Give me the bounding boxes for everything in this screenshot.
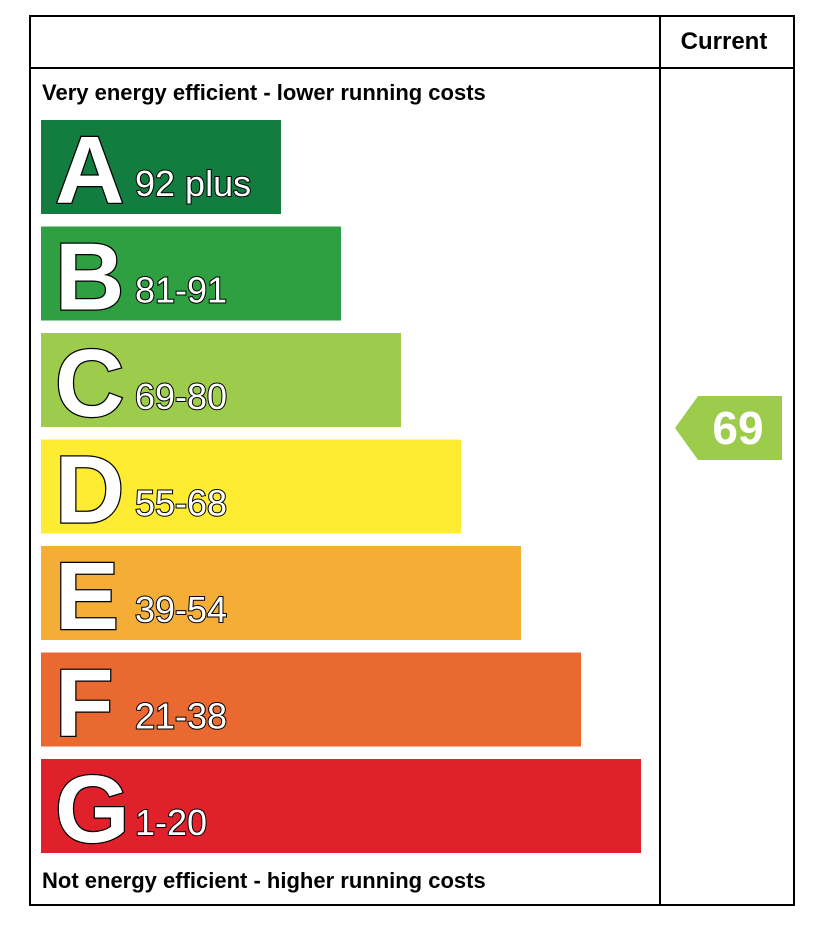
band-letter: G bbox=[55, 756, 130, 863]
band-bar bbox=[41, 120, 281, 214]
current-arrow bbox=[675, 396, 782, 460]
band-letter: A bbox=[55, 117, 124, 224]
band-letter: C bbox=[55, 330, 124, 437]
band-range: 81-91 bbox=[135, 270, 227, 311]
band-range: 92 plus bbox=[135, 163, 251, 204]
frame bbox=[29, 15, 795, 906]
band-bar bbox=[41, 652, 581, 747]
band-bar bbox=[41, 333, 401, 427]
bottom-note: Not energy efficient - higher running co… bbox=[42, 868, 486, 893]
band-letter: E bbox=[55, 543, 119, 650]
current-value: 69 bbox=[712, 402, 763, 454]
band-bar bbox=[41, 439, 461, 534]
band-range: 39-54 bbox=[135, 589, 227, 630]
band-range: 69-80 bbox=[135, 376, 227, 417]
band-bar bbox=[41, 759, 641, 853]
band-range: 55-68 bbox=[135, 483, 227, 524]
band-bar bbox=[41, 546, 521, 640]
band-range: 21-38 bbox=[135, 696, 227, 737]
band-bar bbox=[41, 226, 341, 321]
top-note: Very energy efficient - lower running co… bbox=[42, 80, 486, 105]
band-letter: D bbox=[55, 437, 124, 544]
column-header: Current bbox=[681, 28, 768, 55]
band-letter: F bbox=[55, 650, 114, 757]
band-range: 1-20 bbox=[135, 802, 207, 843]
band-letter: B bbox=[55, 224, 124, 331]
